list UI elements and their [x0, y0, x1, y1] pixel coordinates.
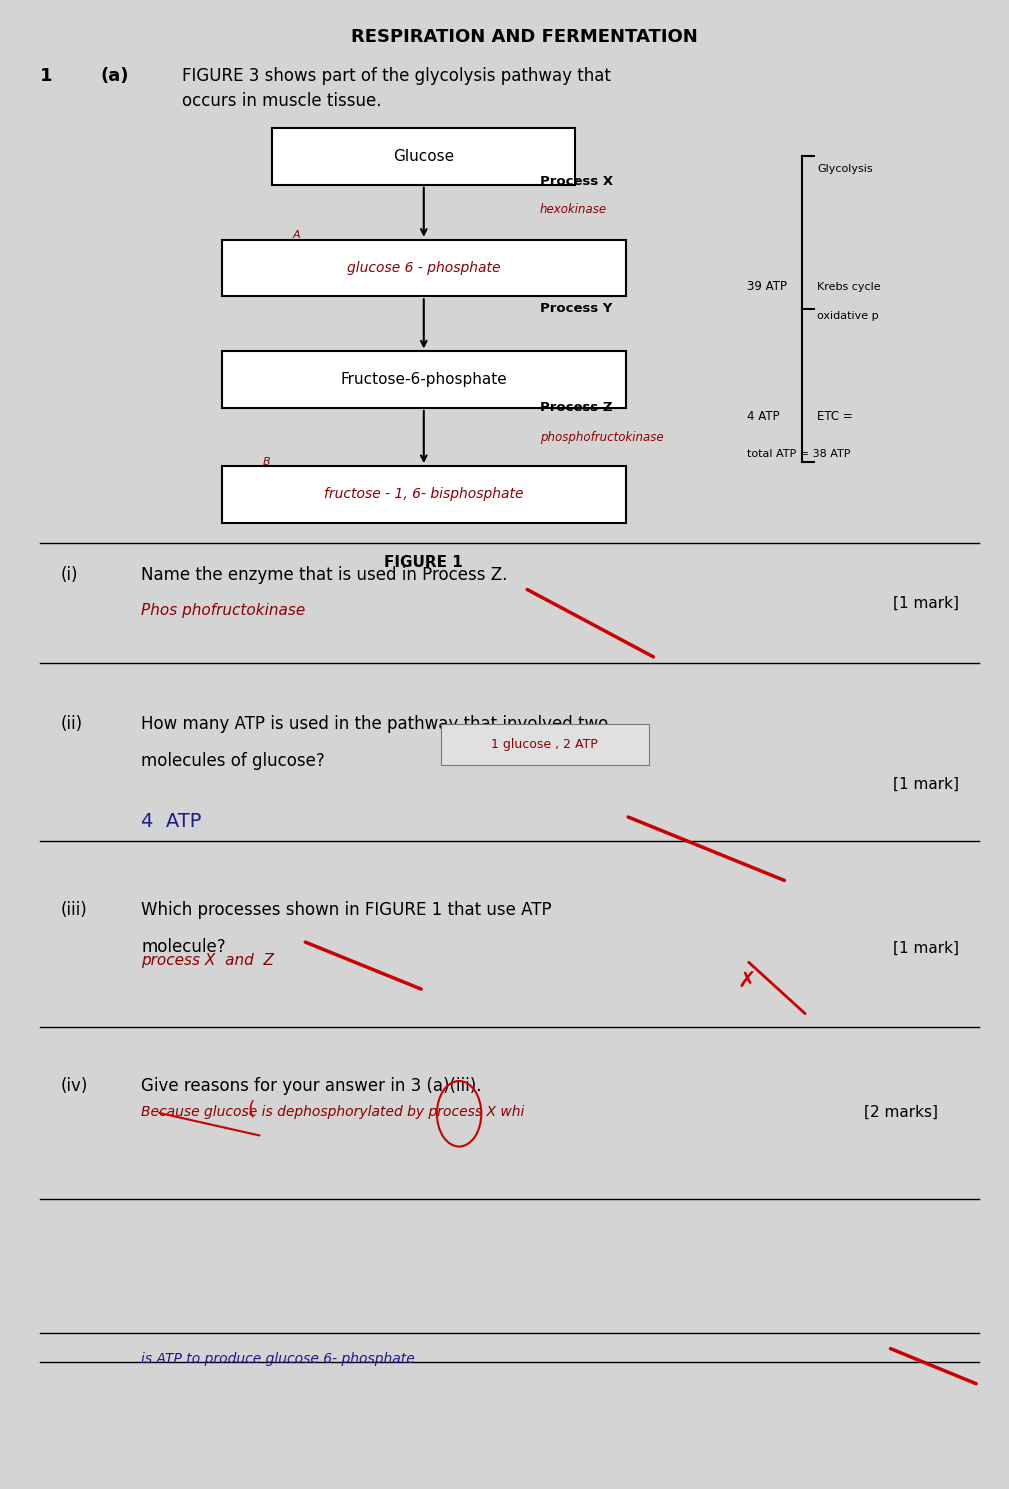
Text: phosphofructokinase: phosphofructokinase — [540, 432, 664, 444]
FancyBboxPatch shape — [222, 240, 626, 296]
Text: Process X: Process X — [540, 176, 612, 188]
Text: [1 mark]: [1 mark] — [893, 941, 959, 956]
Text: 1: 1 — [40, 67, 52, 85]
Text: 4 ATP: 4 ATP — [747, 411, 779, 423]
Text: is ATP to produce glucose 6- phosphate: is ATP to produce glucose 6- phosphate — [141, 1352, 415, 1365]
Text: process X  and  Z: process X and Z — [141, 953, 274, 968]
Text: hexokinase: hexokinase — [540, 204, 607, 216]
Text: molecules of glucose?: molecules of glucose? — [141, 752, 325, 770]
Text: glucose 6 - phosphate: glucose 6 - phosphate — [347, 261, 500, 275]
Text: Phos phofructokinase: Phos phofructokinase — [141, 603, 306, 618]
Text: FIGURE 1: FIGURE 1 — [384, 555, 463, 570]
Text: Process Z: Process Z — [540, 402, 612, 414]
Text: Glucose: Glucose — [394, 149, 454, 164]
Text: occurs in muscle tissue.: occurs in muscle tissue. — [182, 92, 381, 110]
FancyBboxPatch shape — [222, 351, 626, 408]
Text: (iii): (iii) — [61, 901, 88, 919]
FancyBboxPatch shape — [222, 466, 626, 523]
Text: Fructose-6-phosphate: Fructose-6-phosphate — [340, 372, 508, 387]
Text: FIGURE 3 shows part of the glycolysis pathway that: FIGURE 3 shows part of the glycolysis pa… — [182, 67, 610, 85]
Text: Glycolysis: Glycolysis — [817, 164, 873, 174]
Text: [1 mark]: [1 mark] — [893, 596, 959, 610]
Text: 4  ATP: 4 ATP — [141, 812, 202, 831]
Text: fructose - 1, 6- bisphosphate: fructose - 1, 6- bisphosphate — [324, 487, 524, 502]
Text: Give reasons for your answer in 3 (a)(iii).: Give reasons for your answer in 3 (a)(ii… — [141, 1077, 481, 1094]
Text: Name the enzyme that is used in Process Z.: Name the enzyme that is used in Process … — [141, 566, 508, 584]
Text: RESPIRATION AND FERMENTATION: RESPIRATION AND FERMENTATION — [351, 28, 698, 46]
Text: (a): (a) — [101, 67, 129, 85]
Text: B: B — [262, 457, 270, 466]
Text: Which processes shown in FIGURE 1 that use ATP: Which processes shown in FIGURE 1 that u… — [141, 901, 552, 919]
Text: ✗: ✗ — [738, 971, 756, 990]
Text: A: A — [293, 231, 301, 240]
Text: Krebs cycle: Krebs cycle — [817, 281, 881, 292]
Text: oxidative p: oxidative p — [817, 311, 879, 322]
Text: How many ATP is used in the pathway that involved two: How many ATP is used in the pathway that… — [141, 715, 608, 733]
Text: [1 mark]: [1 mark] — [893, 777, 959, 792]
Text: (: ( — [247, 1100, 254, 1118]
Text: ETC =: ETC = — [817, 411, 853, 423]
FancyBboxPatch shape — [441, 724, 649, 765]
Text: Because glucose is dephosphorylated by process X whi: Because glucose is dephosphorylated by p… — [141, 1105, 525, 1118]
FancyBboxPatch shape — [272, 128, 575, 185]
Text: (iv): (iv) — [61, 1077, 88, 1094]
Text: 1 glucose , 2 ATP: 1 glucose , 2 ATP — [491, 739, 598, 750]
Text: (ii): (ii) — [61, 715, 83, 733]
Text: total ATP = 38 ATP: total ATP = 38 ATP — [747, 450, 851, 459]
Text: [2 marks]: [2 marks] — [865, 1105, 938, 1120]
Text: molecule?: molecule? — [141, 938, 226, 956]
Text: 39 ATP: 39 ATP — [747, 280, 787, 293]
Text: (i): (i) — [61, 566, 78, 584]
Text: Process Y: Process Y — [540, 302, 612, 314]
